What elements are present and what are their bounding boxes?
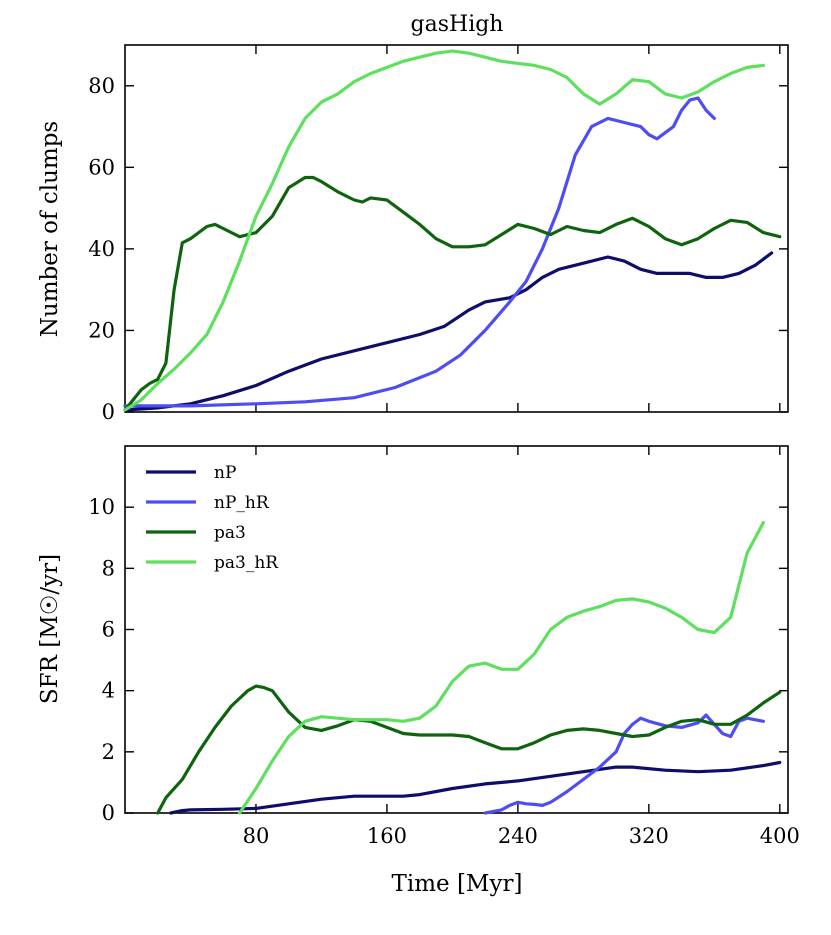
top-panel-frame: [124, 44, 789, 413]
legend-label-np-hr: nP_hR: [214, 493, 270, 513]
legend-label-pa3-hr: pa3_hR: [214, 553, 279, 573]
bottom-y-tick-label: 10: [88, 495, 115, 519]
x-tick-label: 320: [629, 824, 669, 848]
top-series-np: [123, 251, 774, 412]
top-panel-series: [123, 49, 782, 412]
x-axis-label: Time [Myr]: [392, 871, 523, 897]
bottom-panel-ticks: 0 2 4 6 8 10 80 160 240 320 400: [88, 446, 800, 848]
bottom-y-axis-label: SFR [M☉/yr]: [37, 554, 63, 704]
top-y-tick-label: 20: [88, 318, 115, 342]
top-series-pa3-hr: [123, 49, 766, 412]
chart-title: gasHigh: [411, 12, 504, 37]
bottom-series-np: [169, 760, 782, 815]
top-y-tick-label: 0: [102, 400, 115, 424]
top-y-tick-label: 60: [88, 155, 115, 179]
bottom-y-tick-label: 6: [102, 618, 115, 642]
bottom-y-tick-label: 4: [102, 679, 115, 703]
bottom-panel-series: [156, 520, 782, 815]
top-y-axis-label: Number of clumps: [37, 121, 63, 337]
top-panel: 0 20 40 60 80 Number of clumps: [37, 44, 789, 424]
bottom-y-tick-label: 2: [102, 740, 115, 764]
x-tick-label: 160: [367, 824, 407, 848]
top-series-np-hr: [123, 96, 716, 408]
top-y-tick-label: 80: [88, 74, 115, 98]
bottom-panel: 0 2 4 6 8 10 80 160 240 320 400 SFR [M☉/yr] Time […: [37, 445, 800, 897]
legend-label-np: nP: [214, 463, 236, 483]
bottom-series-pa3: [156, 684, 782, 815]
bottom-y-tick-label: 8: [102, 556, 115, 580]
x-tick-label: 240: [498, 824, 538, 848]
top-series-pa3: [123, 175, 782, 412]
bottom-y-tick-label: 0: [102, 801, 115, 825]
x-tick-label: 400: [760, 824, 800, 848]
x-tick-label: 80: [243, 824, 270, 848]
top-y-tick-label: 40: [88, 237, 115, 261]
legend-label-pa3: pa3: [214, 523, 246, 543]
bottom-series-np-hr: [483, 713, 766, 815]
top-panel-ticks: 0 20 40 60 80: [88, 45, 788, 424]
legend: nP nP_hR pa3 pa3_hR: [146, 463, 279, 573]
bottom-series-pa3-hr: [238, 520, 766, 815]
